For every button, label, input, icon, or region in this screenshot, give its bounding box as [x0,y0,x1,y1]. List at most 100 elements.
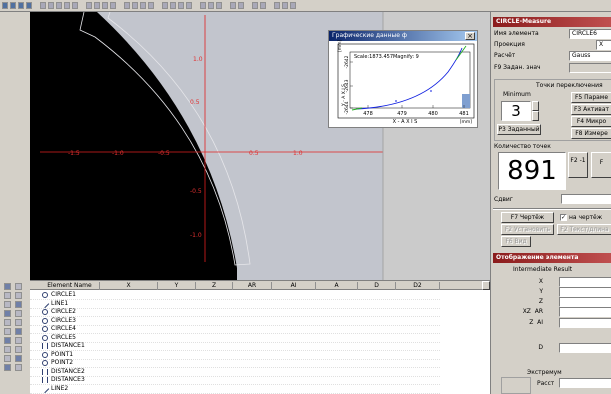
row-name[interactable]: DISTANCE3 [51,376,85,384]
toolbar-icon[interactable] [48,2,54,9]
button[interactable]: F [591,152,611,178]
row-name[interactable]: DISTANCE1 [51,342,85,350]
input[interactable] [559,318,611,328]
row-name[interactable]: POINT2 [51,359,73,367]
tool-icon[interactable] [4,364,11,371]
tool-icon[interactable] [4,328,11,335]
spin-down[interactable] [532,111,539,121]
column-header[interactable]: Element Name [40,282,100,290]
toolbar-icon[interactable] [102,2,108,9]
tool-icon[interactable] [4,301,11,308]
button[interactable]: F5 Параме [571,92,611,103]
row-icon [42,326,48,332]
toolbar-icon[interactable] [238,2,244,9]
toolbar-icon[interactable] [2,2,8,9]
close-button[interactable]: × [465,32,475,40]
toolbar-icon[interactable] [86,2,92,9]
toolbar-icon[interactable] [274,2,280,9]
input[interactable] [559,343,611,353]
tool-icon[interactable] [15,337,22,344]
toolbar-icon[interactable] [132,2,138,9]
input[interactable] [559,277,611,287]
column-header[interactable]: D [358,282,396,290]
tool-icon[interactable] [4,355,11,362]
column-header[interactable]: A [316,282,358,290]
row-name[interactable]: CIRCLE5 [51,334,76,342]
toolbar-icon[interactable] [290,2,296,9]
tool-icon[interactable] [4,283,11,290]
input[interactable] [559,378,611,388]
label: на чертёж [569,214,602,221]
checkbox[interactable]: ✓ [560,214,567,221]
tool-icon[interactable] [15,328,22,335]
toolbar-icon[interactable] [18,2,24,9]
minimum-input[interactable]: 3 [501,101,531,121]
row-name[interactable]: CIRCLE1 [51,291,76,299]
tool-icon[interactable] [4,346,11,353]
input[interactable] [559,307,611,317]
tool-icon[interactable] [15,292,22,299]
dropdown[interactable]: Gauss [569,51,611,61]
toolbar-icon[interactable] [110,2,116,9]
tool-icon[interactable] [15,301,22,308]
row-name[interactable]: LINE1 [51,300,68,308]
toolbar-icon[interactable] [40,2,46,9]
tool-icon[interactable] [15,319,22,326]
input[interactable]: CIRCLE6 [569,29,611,39]
row-name[interactable]: POINT1 [51,351,73,359]
input[interactable]: X [596,40,611,50]
toolbar-icon[interactable] [230,2,236,9]
row-name[interactable]: CIRCLE2 [51,308,76,316]
toolbar-icon[interactable] [208,2,214,9]
column-header[interactable]: Z [196,282,233,290]
row-name[interactable]: DISTANCE2 [51,368,85,376]
row-name[interactable]: LINE2 [51,385,68,393]
toolbar-icon[interactable] [200,2,206,9]
column-header[interactable]: AR [233,282,272,290]
tool-icon[interactable] [4,337,11,344]
row-icon [41,299,49,307]
toolbar-icon[interactable] [170,2,176,9]
tool-icon[interactable] [15,310,22,317]
column-header[interactable]: X [100,282,158,290]
toolbar-icon[interactable] [56,2,62,9]
button[interactable]: F4 Микро [571,116,611,127]
input[interactable] [561,194,611,204]
column-header[interactable]: D2 [396,282,440,290]
tool-icon[interactable] [4,319,11,326]
tool-icon[interactable] [15,364,22,371]
button[interactable]: P3 Заданный [497,124,541,135]
toolbar-icon[interactable] [260,2,266,9]
tool-icon[interactable] [15,283,22,290]
row-name[interactable]: CIRCLE4 [51,325,76,333]
toolbar-icon[interactable] [94,2,100,9]
toolbar-icon[interactable] [10,2,16,9]
toolbar-icon[interactable] [282,2,288,9]
button[interactable]: F2 -1 [568,152,588,178]
toolbar-icon[interactable] [162,2,168,9]
tool-icon[interactable] [15,346,22,353]
column-header[interactable]: Y [158,282,196,290]
button[interactable]: F7 Чертёж [501,212,554,223]
tool-icon[interactable] [4,310,11,317]
toolbar-icon[interactable] [216,2,222,9]
toolbar-icon[interactable] [124,2,130,9]
button[interactable]: F8 Измере [571,128,611,139]
toolbar-icon[interactable] [178,2,184,9]
input[interactable] [559,297,611,307]
toolbar-icon[interactable] [186,2,192,9]
button[interactable]: F3 Активат [571,104,611,115]
tool-icon[interactable] [15,355,22,362]
column-header[interactable]: AI [272,282,316,290]
spin-up[interactable] [532,101,539,111]
toolbar-icon[interactable] [64,2,70,9]
tool-icon[interactable] [4,292,11,299]
toolbar-icon[interactable] [26,2,32,9]
input[interactable] [559,287,611,297]
y-tick-label: -2644 [344,101,350,114]
toolbar-icon[interactable] [148,2,154,9]
row-name[interactable]: CIRCLE3 [51,317,76,325]
toolbar-icon[interactable] [140,2,146,9]
toolbar-icon[interactable] [72,2,78,9]
toolbar-icon[interactable] [252,2,258,9]
